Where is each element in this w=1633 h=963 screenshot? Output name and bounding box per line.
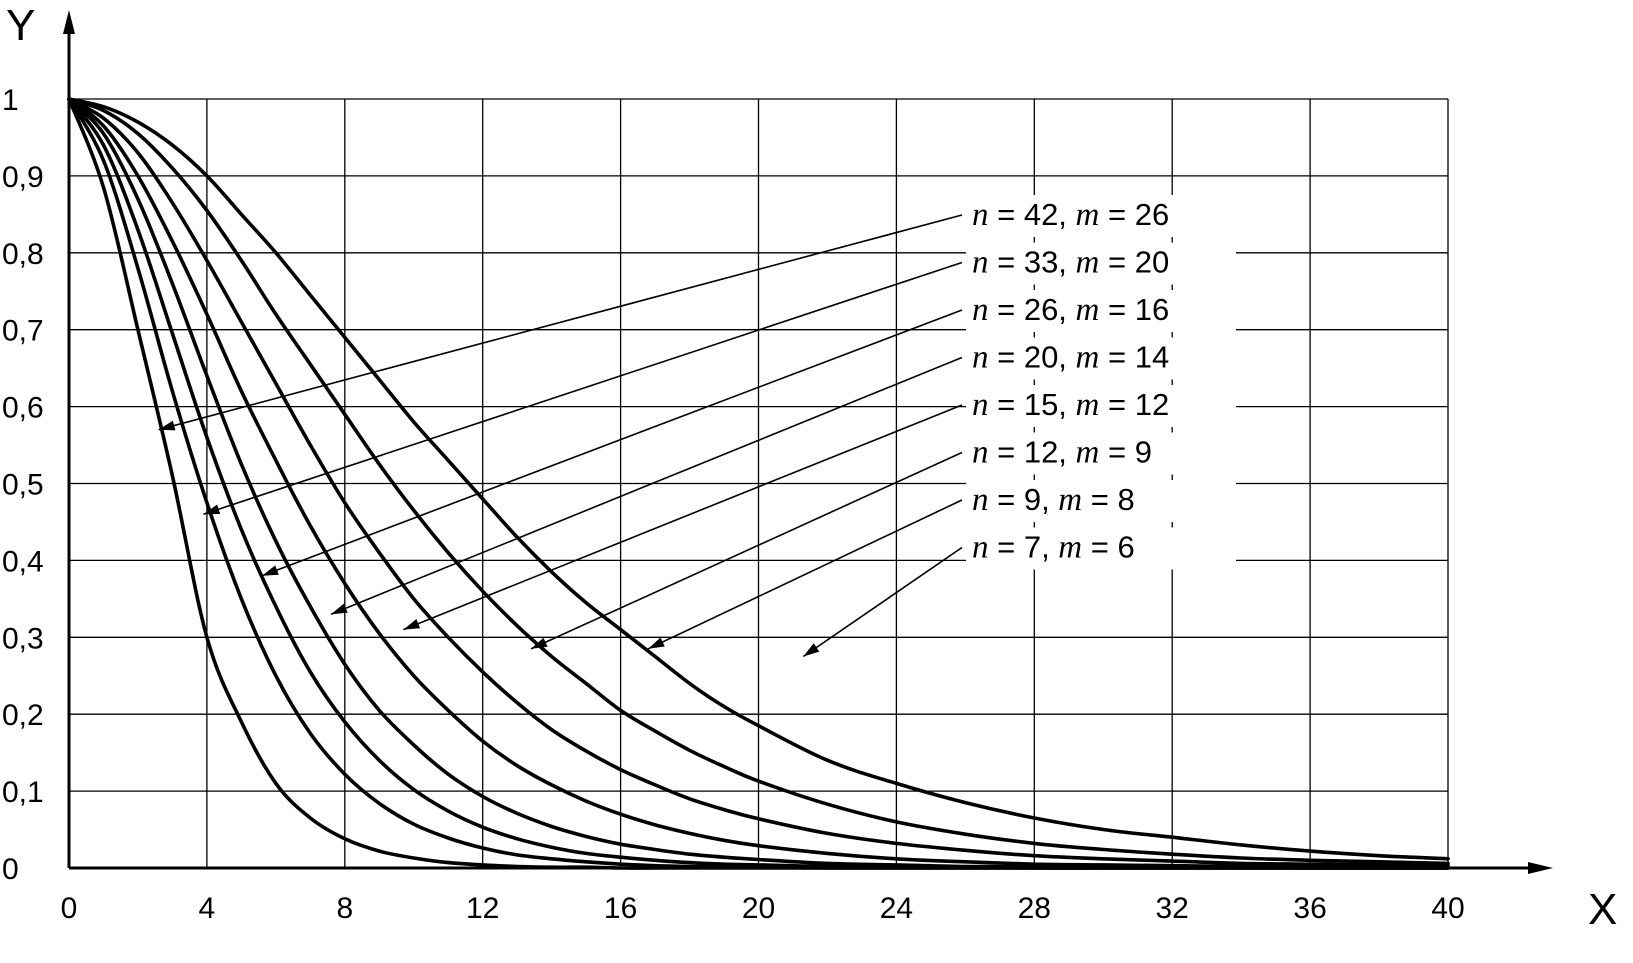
x-tick-label: 16 [604, 892, 637, 925]
y-tick-label: 0,9 [2, 161, 44, 194]
legend-value: = 15, [989, 387, 1076, 422]
y-axis-arrowhead [63, 10, 75, 34]
legend-value: = 9, [989, 482, 1059, 517]
legend-value: = 12 [1099, 387, 1169, 422]
legend-variable: m [1058, 530, 1082, 566]
y-axis-title: Y [6, 1, 35, 50]
legend-variable: m [1076, 340, 1100, 376]
x-tick-label: 0 [61, 892, 78, 925]
legend-label-background [966, 242, 1236, 285]
legend-value: = 20, [989, 340, 1076, 375]
legend-leader-line [802, 546, 963, 658]
legend-value: = 26 [1099, 197, 1169, 232]
legend-variable: m [1076, 435, 1100, 471]
legend: n = 42, m = 26n = 33, m = 20n = 26, m = … [158, 195, 1236, 658]
legend-arrowhead [648, 637, 665, 649]
legend-value: = 16 [1099, 292, 1169, 327]
x-tick-label: 40 [1431, 892, 1464, 925]
x-tick-label: 20 [742, 892, 775, 925]
series-line [67, 97, 1450, 866]
legend-label: n = 9, m = 8 [972, 482, 1135, 518]
y-tick-label: 0,1 [2, 776, 44, 809]
legend-value: = 6 [1082, 530, 1135, 565]
legend-variable: n [972, 292, 989, 328]
legend-arrowhead [803, 643, 820, 657]
x-tick-label: 28 [1018, 892, 1051, 925]
legend-label-background [966, 337, 1236, 380]
series-line [67, 97, 1450, 868]
legend-arrowhead [531, 637, 548, 649]
legend-variable: n [972, 530, 989, 566]
legend-arrowhead [331, 603, 348, 615]
legend-label-background [966, 385, 1236, 427]
series-line [67, 97, 1450, 870]
x-tick-label: 8 [336, 892, 353, 925]
legend-variable: m [1076, 387, 1100, 423]
x-tick-label: 32 [1156, 892, 1189, 925]
x-axis-title: X [1588, 885, 1617, 934]
legend-variable: n [972, 197, 989, 233]
legend-leader-line [203, 261, 963, 516]
legend-value: = 33, [989, 245, 1076, 280]
legend-leader-line [403, 404, 963, 631]
x-axis-arrowhead [1528, 862, 1553, 874]
legend-label-background [966, 195, 1236, 237]
legend-variable: n [972, 387, 989, 423]
legend-variable: m [1076, 292, 1100, 328]
legend-value: = 14 [1099, 340, 1169, 375]
legend-label: n = 20, m = 14 [972, 340, 1169, 376]
legend-leader-line [261, 309, 963, 577]
y-tick-label: 0,7 [2, 315, 44, 348]
y-tick-label: 0,5 [2, 469, 44, 502]
legend-label: n = 26, m = 16 [972, 292, 1169, 328]
legend-label: n = 15, m = 12 [972, 387, 1169, 423]
y-tick-label: 0,2 [2, 699, 44, 732]
x-tick-label: 36 [1293, 892, 1326, 925]
legend-value: = 7, [989, 530, 1059, 565]
legend-variable: m [1076, 197, 1100, 233]
y-tick-label: 0,4 [2, 545, 44, 578]
y-tick-label: 1 [2, 84, 19, 117]
legend-variable: n [972, 245, 989, 281]
legend-value: = 20 [1099, 245, 1169, 280]
legend-leader-line [330, 356, 963, 615]
legend-label-background [966, 480, 1236, 522]
legend-value: = 26, [989, 292, 1076, 327]
y-tick-label: 0,8 [2, 238, 44, 271]
legend-label-background [966, 432, 1236, 475]
legend-variable: n [972, 435, 989, 471]
legend-arrowhead [203, 504, 221, 515]
series-line [67, 97, 1450, 870]
legend-label: n = 33, m = 20 [972, 245, 1169, 281]
legend-variable: n [972, 340, 989, 376]
legend-variable: m [1076, 245, 1100, 281]
legend-arrowhead [403, 619, 421, 630]
legend-arrowhead [262, 565, 279, 576]
y-tick-label: 0,6 [2, 392, 44, 425]
legend-value: = 9 [1099, 435, 1152, 470]
legend-value: = 12, [989, 435, 1076, 470]
legend-leader-line [530, 451, 963, 650]
legend-arrowhead [158, 420, 176, 431]
legend-label-background [966, 290, 1236, 332]
y-tick-label: 0,3 [2, 622, 44, 655]
legend-label-background [966, 527, 1236, 570]
legend-leader-line [158, 214, 963, 431]
legend-label: n = 42, m = 26 [972, 197, 1169, 233]
x-tick-label: 12 [466, 892, 499, 925]
legend-variable: m [1058, 482, 1082, 518]
legend-label: n = 12, m = 9 [972, 435, 1152, 471]
grid [69, 98, 1449, 868]
legend-variable: n [972, 482, 989, 518]
legend-leader-line [647, 499, 963, 650]
legend-value: = 8 [1082, 482, 1135, 517]
y-tick-label: 0 [2, 853, 19, 886]
legend-label: n = 7, m = 6 [972, 530, 1135, 566]
legend-value: = 42, [989, 197, 1076, 232]
x-tick-label: 4 [199, 892, 216, 925]
x-tick-label: 24 [880, 892, 913, 925]
